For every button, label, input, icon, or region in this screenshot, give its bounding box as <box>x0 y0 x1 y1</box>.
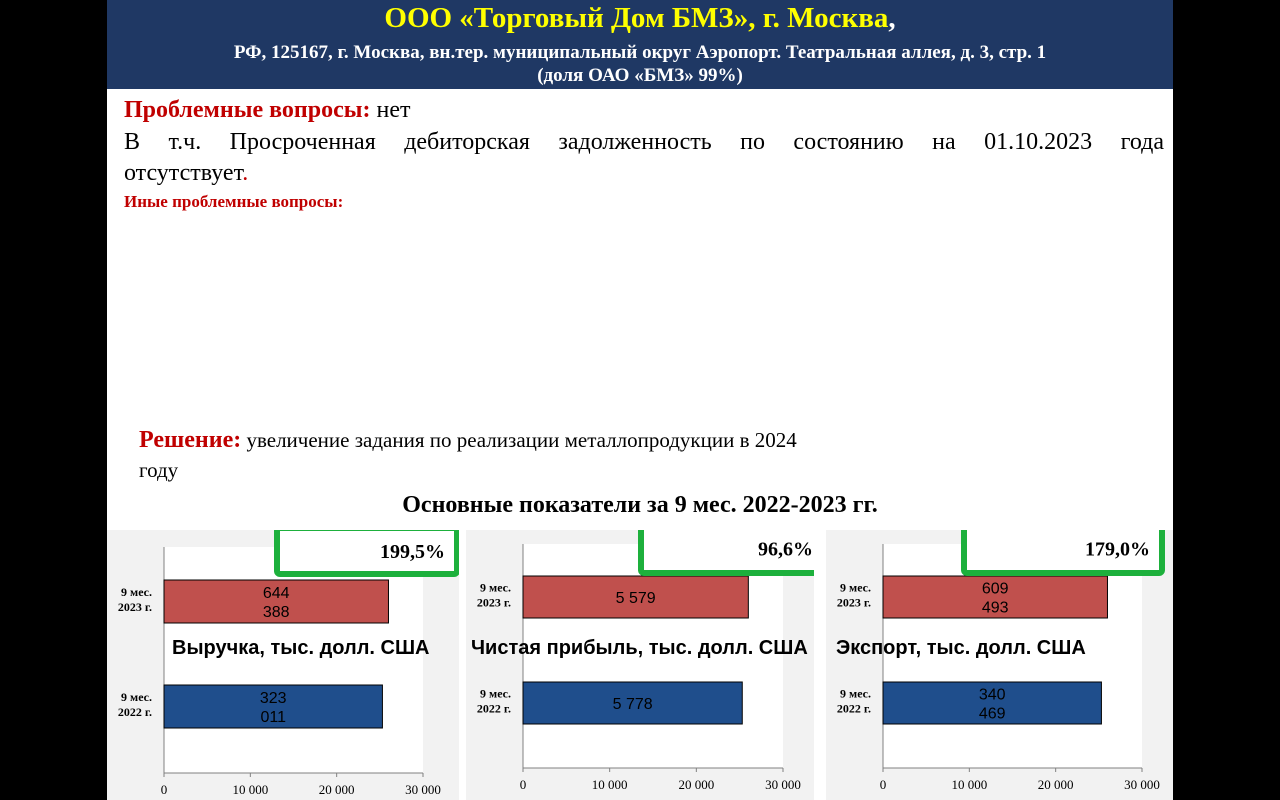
bar-2022 <box>522 681 743 725</box>
x-tick-label: 0 <box>880 777 887 792</box>
data-label: 5 579 <box>616 590 656 607</box>
growth-value: 96,6% <box>758 539 813 561</box>
x-tick-label: 30 000 <box>1124 777 1160 792</box>
chart-title: Выручка, тыс. долл. США <box>172 637 430 659</box>
x-tick-label: 0 <box>520 777 527 792</box>
chart-title: Чистая прибыль, тыс. долл. США <box>471 637 808 659</box>
category-label: 9 мес. <box>121 585 152 599</box>
category-label: 9 мес. <box>480 687 511 701</box>
header-banner: ООО «Торговый Дом БМЗ», г. Москва, РФ, 1… <box>107 0 1173 89</box>
company-address: РФ, 125167, г. Москва, вн.тер. муниципал… <box>233 42 1047 63</box>
data-label: 609 <box>982 581 1009 598</box>
x-tick-label: 10 000 <box>592 777 628 792</box>
overdue-debt-text: В т.ч. Просроченная дебиторская задолжен… <box>124 129 1164 155</box>
company-title: ООО «Торговый Дом БМЗ», г. Москва, <box>384 2 896 34</box>
data-label: 5 778 <box>613 696 653 713</box>
solution-block: Решение: увеличение задания по реализаци… <box>139 425 797 485</box>
data-label: 340 <box>979 687 1006 704</box>
solution-text: увеличение задания по реализации металло… <box>246 428 797 452</box>
solution-label: Решение: <box>139 427 242 453</box>
data-label: 323 <box>260 690 287 707</box>
solution-text-end: году <box>139 458 179 482</box>
category-label: 9 мес. <box>840 581 871 595</box>
category-label: 2023 г. <box>118 600 152 614</box>
chart-panel-export: 0 10 000 20 000 30 000 609 493 9 мес. 2023 г. 34… <box>826 530 1173 800</box>
x-tick-label: 20 000 <box>678 777 714 792</box>
category-label: 9 мес. <box>840 687 871 701</box>
data-label: 644 <box>263 585 290 602</box>
data-label: 011 <box>260 709 286 726</box>
growth-callout <box>961 530 1165 576</box>
x-tick-label: 30 000 <box>765 777 801 792</box>
growth-callout <box>274 530 459 577</box>
category-label: 2022 г. <box>118 705 152 719</box>
chart-title: Экспорт, тыс. долл. США <box>836 637 1086 659</box>
slide: ООО «Торговый Дом БМЗ», г. Москва, РФ, 1… <box>107 0 1173 800</box>
bar-2023 <box>882 575 1108 619</box>
category-label: 2022 г. <box>477 702 511 716</box>
growth-value: 199,5% <box>380 541 445 563</box>
growth-value: 179,0% <box>1085 539 1150 561</box>
charts-title: Основные показатели за 9 мес. 2022-2023 … <box>402 492 878 518</box>
category-label: 9 мес. <box>480 581 511 595</box>
problems-line: Проблемные вопросы: нет <box>124 96 410 125</box>
bar-2023 <box>522 575 749 619</box>
category-label: 2023 г. <box>477 596 511 610</box>
overdue-debt-text-end: отсутствует. <box>124 160 249 186</box>
chart-panel-revenue: 0 10 000 20 000 30 000 644 388 9 мес. 2023 г. 32… <box>107 530 459 800</box>
category-label: 2023 г. <box>837 596 871 610</box>
category-label: 2022 г. <box>837 702 871 716</box>
problems-label: Проблемные вопросы: <box>124 97 371 123</box>
x-tick-label: 0 <box>161 782 168 797</box>
x-tick-label: 20 000 <box>1038 777 1074 792</box>
other-issues-label: Иные проблемные вопросы: <box>124 192 344 211</box>
data-label: 388 <box>263 604 290 621</box>
chart-panel-net-profit: 0 10 000 20 000 30 000 5 579 9 мес. 2023 г. 5 7… <box>466 530 814 800</box>
ownership-share: (доля ОАО «БМЗ» 99%) <box>537 65 743 86</box>
data-label: 469 <box>979 706 1006 723</box>
bar-2022 <box>163 684 383 729</box>
x-tick-label: 10 000 <box>951 777 987 792</box>
growth-callout <box>638 530 814 576</box>
bar-2022 <box>882 681 1102 725</box>
bar-2023 <box>163 579 389 624</box>
x-tick-label: 30 000 <box>405 782 441 797</box>
problems-value: нет <box>376 97 411 123</box>
x-tick-label: 20 000 <box>319 782 355 797</box>
category-label: 9 мес. <box>121 690 152 704</box>
x-tick-label: 10 000 <box>232 782 268 797</box>
data-label: 493 <box>982 600 1009 617</box>
